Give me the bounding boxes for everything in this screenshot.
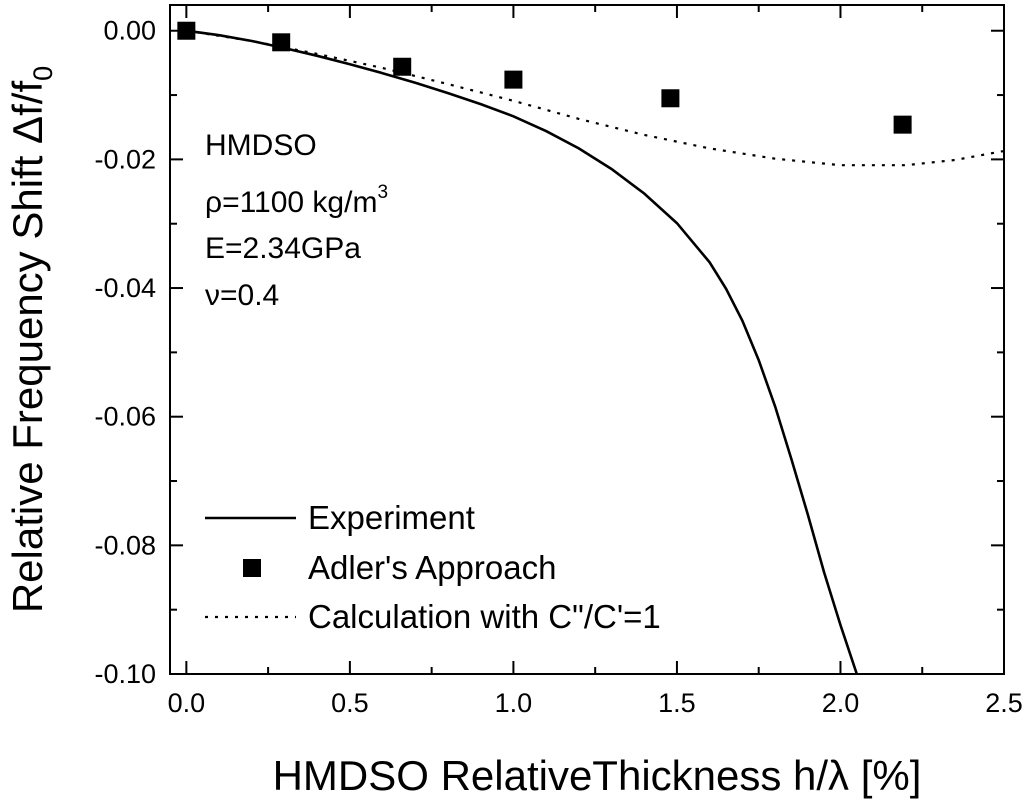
plot-frame [169,4,1005,675]
y-tick-label: 0.00 [103,16,156,46]
legend-marker-adler [243,559,261,577]
adler-marker [504,70,523,89]
annotation-text: E=2.34GPa [205,232,361,265]
x-tick-label: 0.0 [168,688,206,718]
y-tick-label: -0.08 [94,530,156,560]
legend-label: Adler's Approach [308,549,556,586]
annotation-text: ρ=1100 kg/m3 [205,182,388,219]
adler-marker [661,89,680,108]
adler-marker [893,115,912,134]
x-tick-label: 2.0 [822,688,860,718]
annotation-text: HMDSO [205,129,317,162]
x-tick-label: 1.0 [495,688,533,718]
x-tick-label: 2.5 [985,688,1023,718]
legend-label: Experiment [308,499,475,536]
adler-marker [177,21,196,40]
annotation-text: ν=0.4 [205,279,279,312]
y-tick-label: -0.06 [94,402,156,432]
y-tick-label: -0.10 [94,659,156,689]
experiment-line [186,29,859,674]
y-axis-title: Relative Frequency Shift Δf/f0 [4,66,58,613]
x-tick-label: 1.5 [658,688,696,718]
x-axis-title: HMDSO RelativeThickness h/λ [%] [273,752,922,799]
x-tick-label: 0.5 [331,688,369,718]
y-tick-label: -0.04 [94,273,156,303]
y-tick-label: -0.02 [94,144,156,174]
legend-label: Calculation with C"/C'=1 [308,598,661,635]
adler-marker [393,57,412,76]
